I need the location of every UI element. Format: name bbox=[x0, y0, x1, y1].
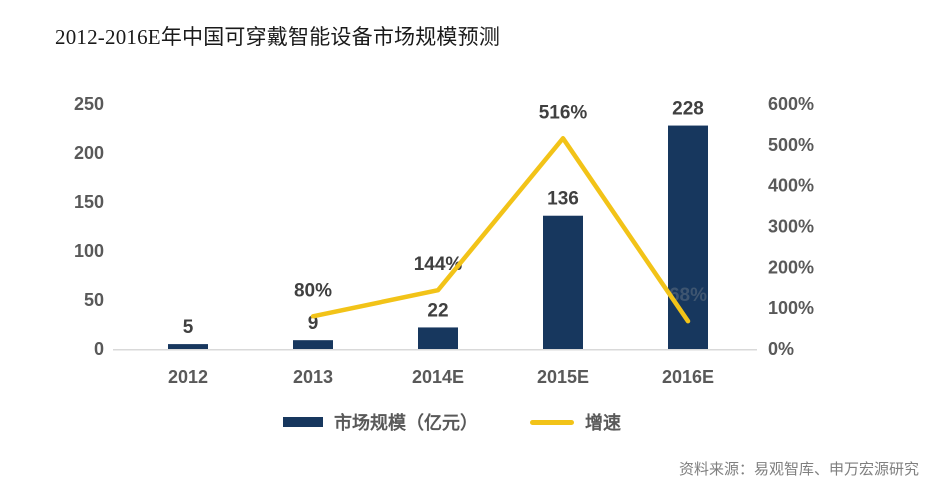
growth-label: 144% bbox=[414, 254, 463, 275]
x-axis-label: 2013 bbox=[293, 367, 333, 387]
y-axis-tick-right: 500% bbox=[768, 135, 814, 155]
bar-value-label: 136 bbox=[547, 189, 579, 210]
legend-item-growth: 增速 bbox=[530, 409, 621, 435]
y-axis-tick-left: 0 bbox=[94, 339, 104, 359]
y-axis-tick-right: 600% bbox=[768, 94, 814, 114]
bar bbox=[668, 125, 708, 349]
bar bbox=[418, 327, 458, 349]
x-axis-label: 2016E bbox=[662, 367, 714, 387]
y-axis-tick-left: 100 bbox=[74, 241, 104, 261]
legend: 市场规模（亿元） 增速 bbox=[283, 409, 621, 435]
y-axis-tick-right: 100% bbox=[768, 298, 814, 318]
y-axis-tick-left: 200 bbox=[74, 143, 104, 163]
legend-label-market-size: 市场规模（亿元） bbox=[334, 413, 478, 433]
x-axis-label: 2015E bbox=[537, 367, 589, 387]
legend-item-market-size: 市场规模（亿元） bbox=[283, 409, 478, 435]
bar bbox=[543, 215, 583, 349]
growth-label: 80% bbox=[294, 280, 332, 301]
y-axis-tick-right: 400% bbox=[768, 176, 814, 196]
y-axis-tick-left: 50 bbox=[84, 290, 104, 310]
growth-label: 68% bbox=[669, 285, 707, 306]
y-axis-tick-right: 0% bbox=[768, 339, 794, 359]
bar-value-label: 9 bbox=[308, 313, 319, 334]
bar bbox=[293, 340, 333, 349]
bar-value-label: 5 bbox=[183, 317, 194, 338]
source-note: 资料来源：易观智库、申万宏源研究 bbox=[678, 461, 919, 478]
legend-label-growth: 增速 bbox=[585, 413, 621, 433]
growth-label: 516% bbox=[539, 102, 588, 123]
bar-value-label: 22 bbox=[427, 300, 448, 321]
bar-swatch-icon bbox=[283, 417, 323, 427]
y-axis-tick-left: 250 bbox=[74, 94, 104, 114]
bar-value-label: 228 bbox=[672, 99, 704, 120]
line-swatch-icon bbox=[530, 419, 574, 425]
x-axis-label: 2012 bbox=[168, 367, 208, 387]
chart-title: 2012-2016E年中国可穿戴智能设备市场规模预测 bbox=[55, 25, 501, 49]
x-axis-label: 2014E bbox=[412, 367, 464, 387]
y-axis-tick-right: 300% bbox=[768, 217, 814, 237]
growth-line bbox=[310, 136, 691, 324]
y-axis-tick-left: 150 bbox=[74, 192, 104, 212]
y-axis-tick-right: 200% bbox=[768, 257, 814, 277]
bar bbox=[168, 344, 208, 349]
